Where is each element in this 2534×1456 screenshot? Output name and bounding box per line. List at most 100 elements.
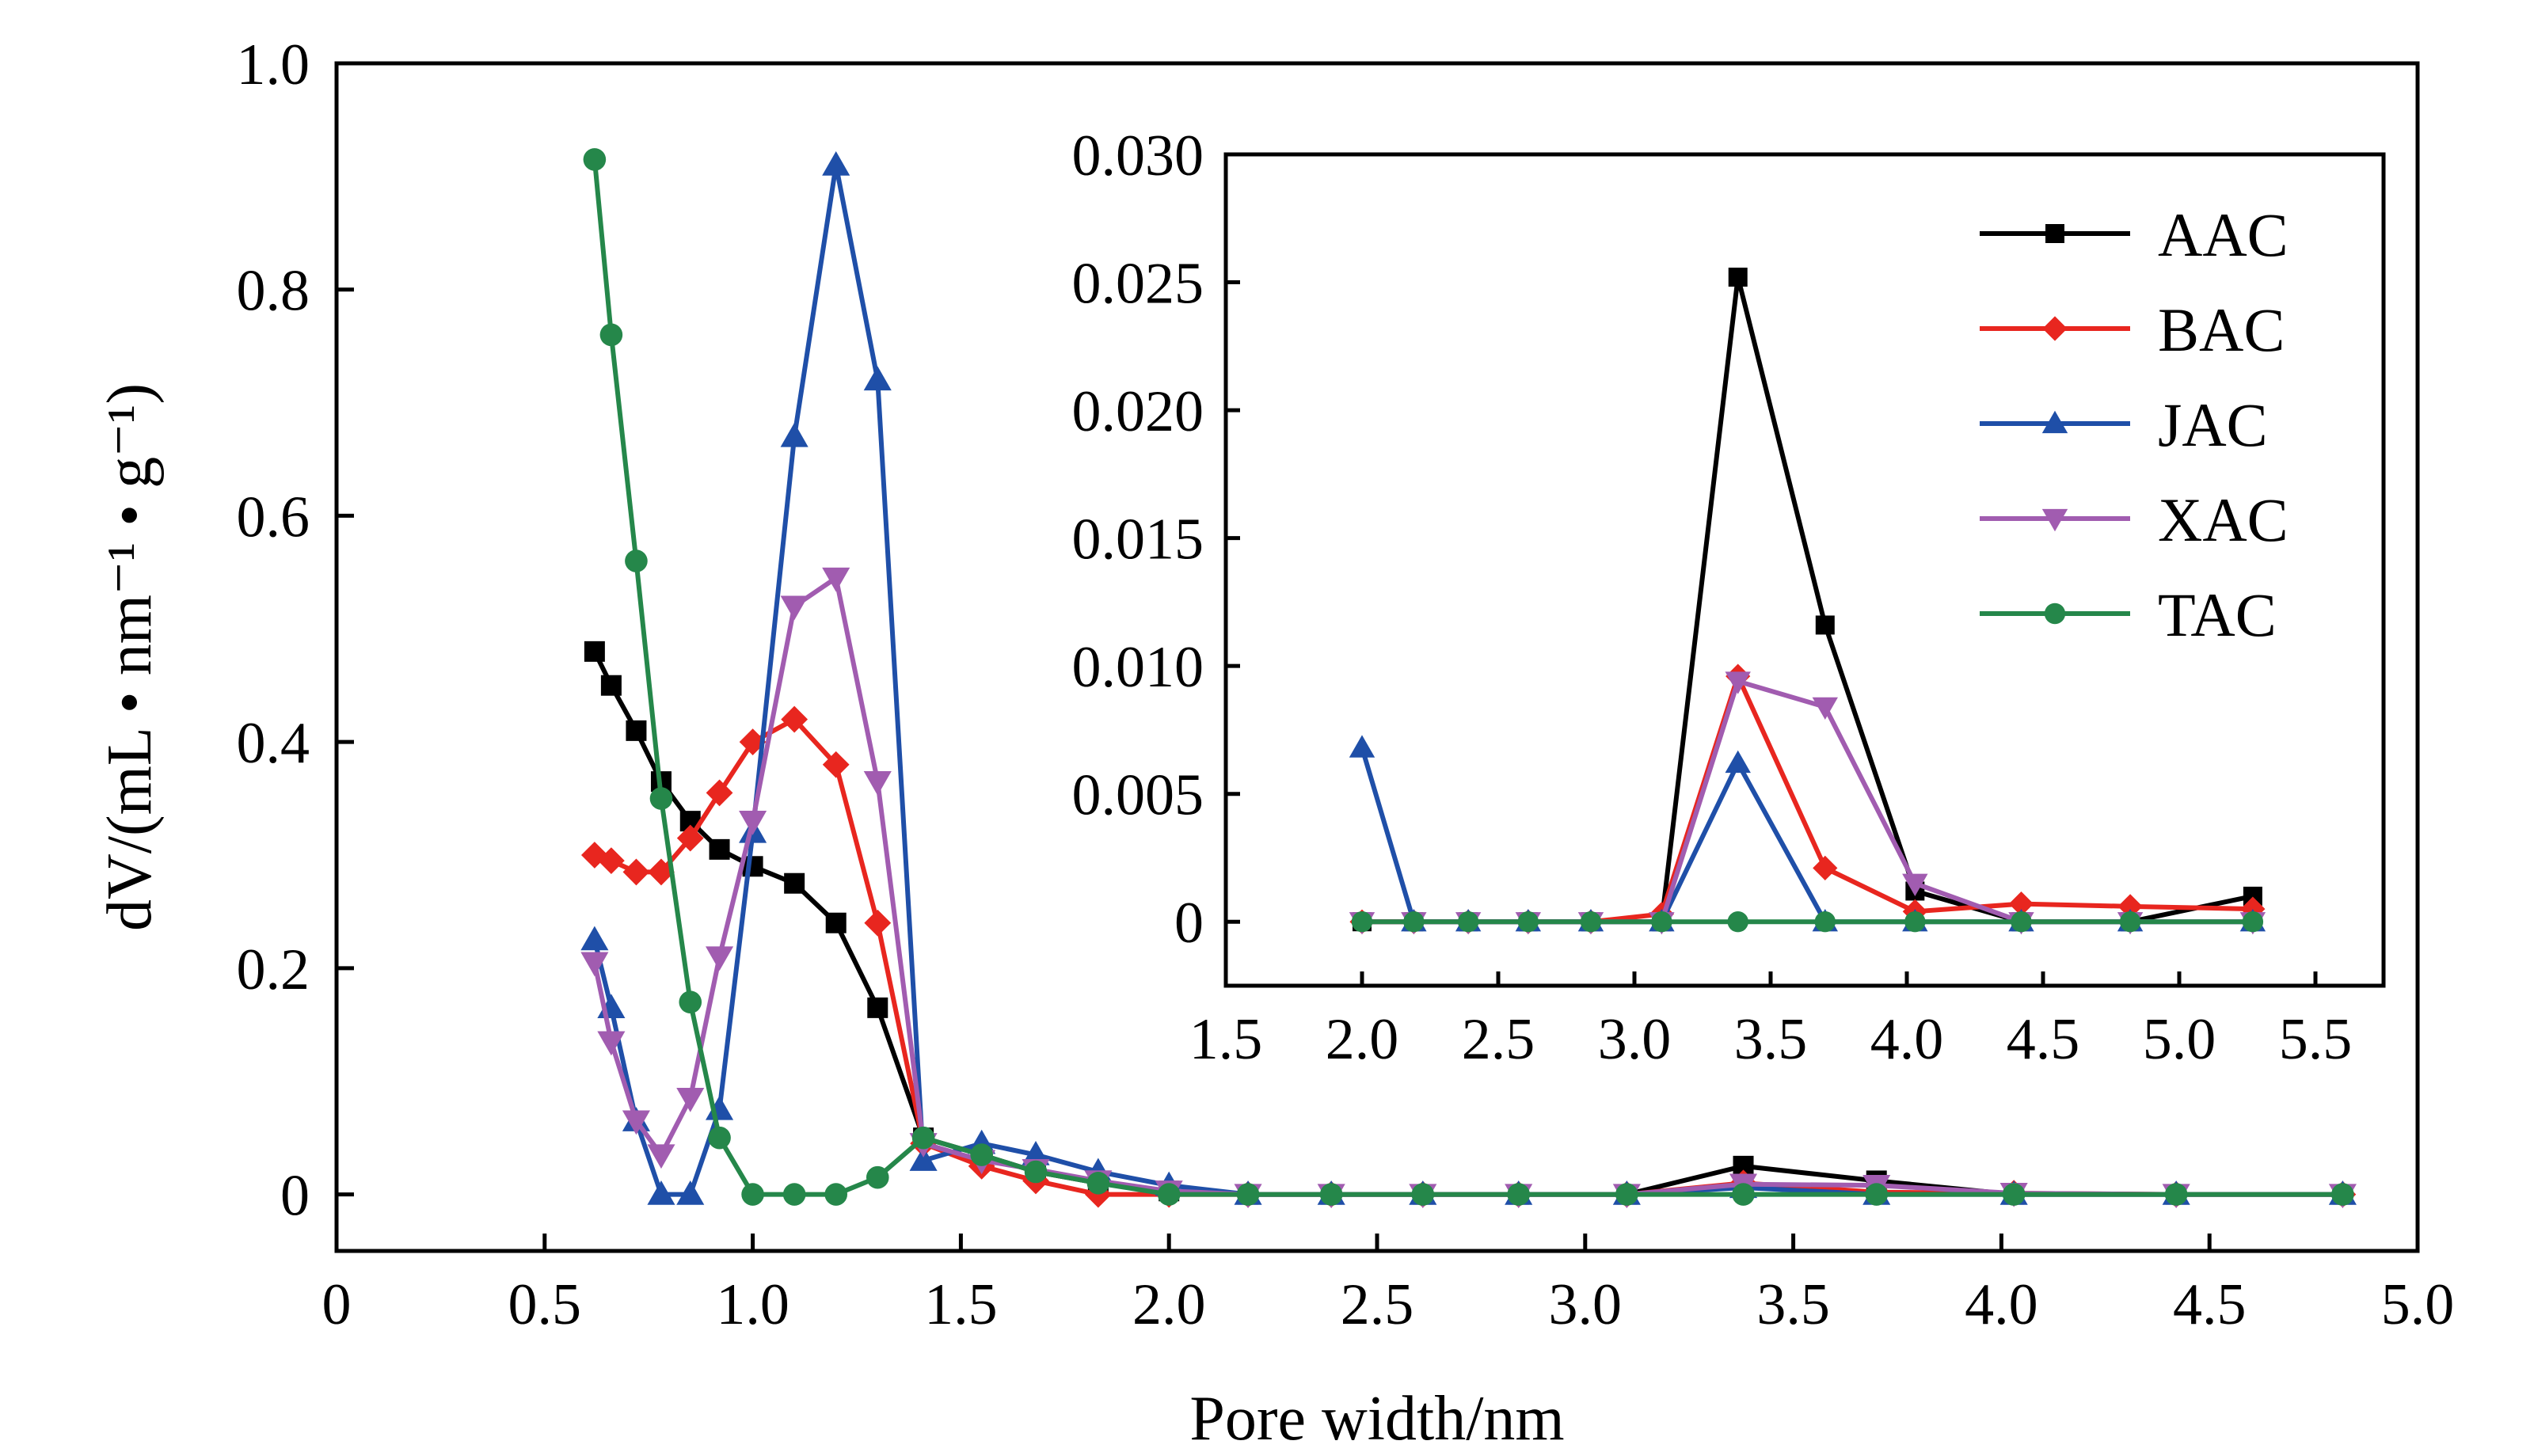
data-point-tac [782, 1183, 806, 1206]
x-tick-label: 4.0 [1965, 1272, 2038, 1337]
data-point-tac [1024, 1160, 1048, 1184]
data-point-bac [781, 705, 809, 733]
plot-frame [334, 61, 2420, 1253]
data-point-tac [1351, 911, 1373, 933]
data-point-aac [825, 912, 847, 933]
data-point-xac [739, 810, 767, 835]
x-tick-label: 2.0 [1326, 1007, 1399, 1072]
legend-label: AAC [2158, 200, 2289, 269]
legend-item-xac: XAC [1980, 485, 2289, 554]
y-tick-label: 0.4 [237, 711, 310, 776]
series-tac [1351, 911, 2264, 933]
data-point-tac [1236, 1183, 1260, 1206]
data-point-xac [622, 1110, 650, 1135]
data-point-tac [1651, 911, 1672, 933]
legend-item-jac: JAC [1980, 390, 2268, 459]
x-tick-label: 1.5 [924, 1272, 998, 1337]
data-point-jac [822, 151, 850, 176]
plot-frame [1223, 152, 2386, 988]
data-point-tac [1411, 1183, 1435, 1206]
y-tick-label: 0.010 [1072, 635, 1204, 700]
legend-marker [2041, 508, 2068, 532]
data-point-aac [626, 720, 647, 741]
legend: AAC BAC JAC XAC TAC [1980, 200, 2289, 649]
y-axis-title: dV/(mL • nm⁻¹ • g⁻¹) [95, 383, 165, 931]
y-tick-label: 0.8 [237, 259, 310, 324]
data-point-tac [1732, 1183, 1755, 1206]
data-point-aac [709, 838, 730, 860]
legend-marker [2045, 224, 2064, 243]
data-point-tac [1615, 1183, 1638, 1206]
y-tick-label: 0.6 [237, 485, 310, 549]
x-tick-label: 0 [322, 1272, 352, 1337]
data-point-tac [2119, 911, 2141, 933]
data-point-tac [2002, 1183, 2026, 1206]
data-point-xac [1902, 873, 1928, 896]
data-point-bac [1813, 855, 1838, 880]
data-point-tac [1403, 911, 1425, 933]
data-point-jac [780, 422, 809, 447]
data-point-aac [1815, 615, 1835, 635]
x-tick-label: 4.5 [2173, 1272, 2247, 1337]
x-tick-label: 5.5 [2279, 1007, 2353, 1072]
x-tick-label: 3.5 [1734, 1007, 1808, 1072]
inset-chart: 1.5 2.0 2.5 3.0 3.5 4.0 4.5 5.0 5.5 0 0.005 0.010 0.… [1072, 124, 2386, 1072]
x-tick-label: 3.0 [1549, 1272, 1623, 1337]
data-point-xac [676, 1087, 705, 1112]
x-tick-label: 3.0 [1598, 1007, 1672, 1072]
data-point-tac [625, 549, 648, 572]
series-tac [583, 148, 2354, 1206]
y-tick-label: 0 [280, 1164, 310, 1229]
x-axis-title: Pore width/nm [1189, 1384, 1564, 1454]
data-point-bac [648, 858, 675, 886]
legend-item-aac: AAC [1980, 200, 2289, 269]
y-tick-label: 0 [1174, 891, 1204, 956]
y-tick-label: 0.015 [1072, 508, 1204, 572]
data-point-tac [583, 148, 607, 171]
y-tick-label: 0.005 [1072, 763, 1204, 828]
data-point-tac [824, 1183, 848, 1206]
data-point-xac [822, 567, 850, 592]
legend-label: TAC [2158, 580, 2277, 649]
x-tick-label: 2.0 [1132, 1272, 1206, 1337]
data-point-jac [647, 1180, 675, 1205]
data-point-xac [863, 770, 892, 796]
data-point-aac [867, 997, 888, 1018]
data-point-tac [649, 787, 673, 810]
data-point-bac [864, 909, 892, 937]
legend-label: XAC [2158, 485, 2289, 554]
data-point-jac [909, 1146, 938, 1171]
data-point-xac [580, 952, 609, 977]
data-point-xac [780, 595, 809, 621]
x-tick-label: 1.0 [716, 1272, 789, 1337]
y-tick-label: 0.030 [1072, 124, 1204, 188]
y-tick-label: 0.2 [237, 937, 310, 1002]
data-point-tac [970, 1143, 993, 1166]
x-tick-label: 1.5 [1189, 1007, 1263, 1072]
data-point-aac [600, 675, 622, 696]
data-point-bac [706, 779, 733, 807]
data-point-xac [1725, 671, 1751, 694]
data-point-tac [1727, 911, 1748, 933]
data-point-bac [676, 824, 704, 852]
data-point-tac [1457, 911, 1479, 933]
data-point-jac [580, 926, 609, 951]
data-point-tac [1507, 1183, 1531, 1206]
data-point-bac [822, 751, 850, 778]
data-point-tac [741, 1183, 764, 1206]
data-point-tac [1517, 911, 1539, 933]
data-point-tac [866, 1165, 889, 1189]
data-point-tac [1904, 911, 1926, 933]
data-point-tac [2242, 911, 2264, 933]
data-point-tac [1865, 1183, 1889, 1206]
y-tick-label: 1.0 [237, 32, 310, 97]
data-point-bac [2008, 891, 2034, 917]
data-point-jac [1349, 735, 1375, 758]
data-point-tac [1814, 911, 1836, 933]
data-point-xac [647, 1144, 675, 1169]
legend-marker [2042, 316, 2068, 341]
legend-item-tac: TAC [1980, 580, 2277, 649]
x-tick-label: 2.5 [1462, 1007, 1535, 1072]
data-point-aac [784, 872, 805, 894]
data-point-bac [597, 847, 625, 875]
